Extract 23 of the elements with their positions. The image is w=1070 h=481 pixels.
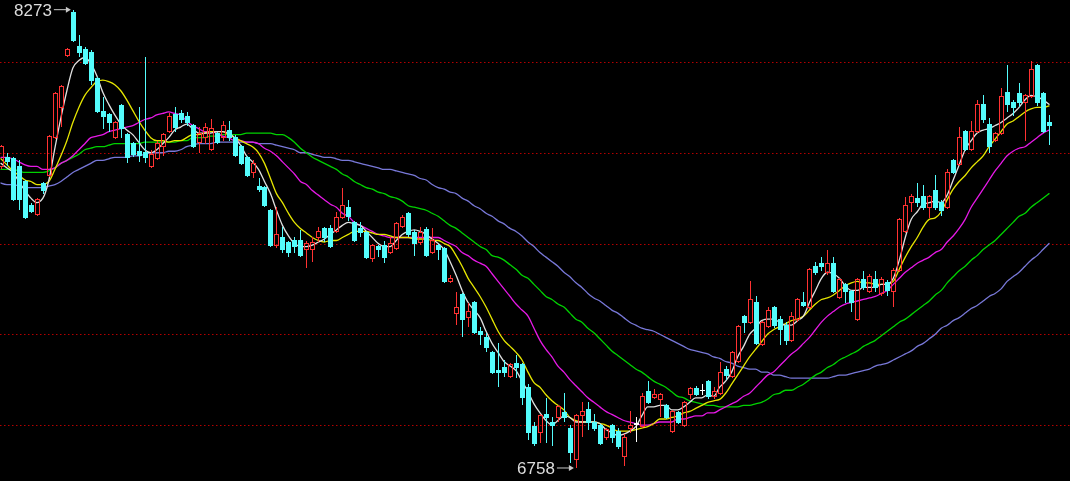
candlestick	[908, 193, 915, 213]
candlestick	[459, 292, 466, 338]
candlestick	[543, 397, 550, 444]
candlestick	[537, 413, 544, 444]
candlestick	[118, 103, 125, 139]
candlestick	[645, 380, 652, 405]
annotation: 8273	[14, 0, 52, 20]
candlestick	[465, 302, 472, 328]
candlestick	[273, 206, 280, 249]
annotation: 6758	[517, 458, 555, 478]
candlestick	[633, 416, 640, 443]
candlestick	[549, 416, 556, 447]
candlestick	[429, 227, 436, 255]
candlestick	[561, 392, 568, 423]
candlestick	[986, 117, 993, 154]
candlestick	[453, 291, 460, 326]
candlestick	[627, 410, 634, 434]
candlestick	[345, 199, 352, 222]
candlestick	[747, 280, 754, 325]
candlestick	[926, 194, 933, 219]
candlestick	[800, 291, 807, 308]
candlestick	[980, 94, 987, 124]
candlestick	[621, 433, 628, 467]
